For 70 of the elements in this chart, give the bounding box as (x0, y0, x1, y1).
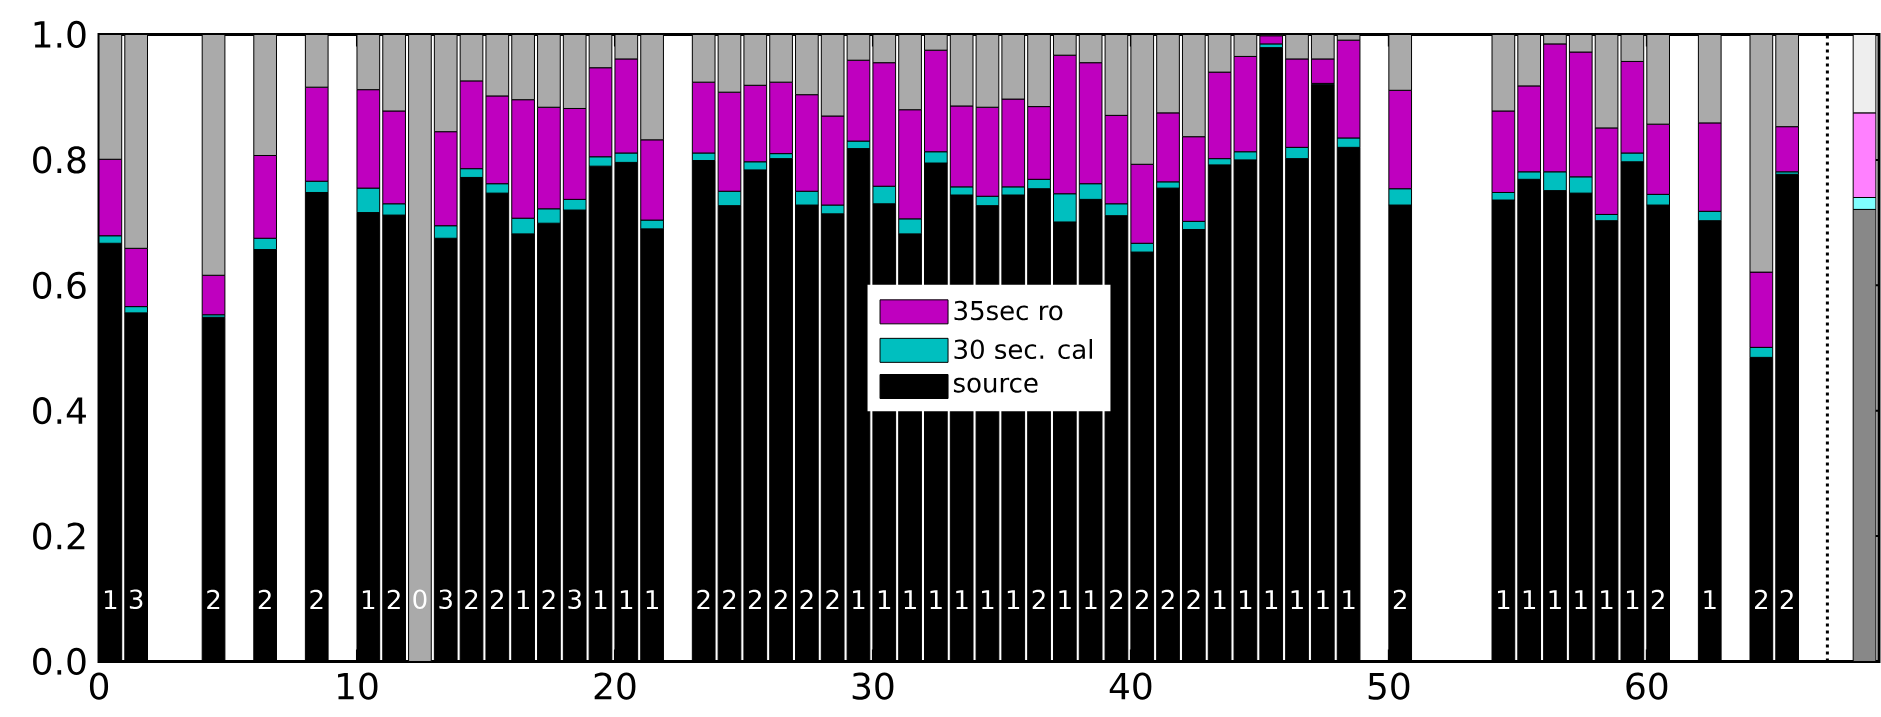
legend-label: 30 sec. cal (954, 338, 1093, 360)
annotation: 2 (1110, 589, 1123, 610)
annotation: 1 (1265, 590, 1278, 610)
annotation: 2 (774, 589, 787, 610)
annotation: 2 (800, 589, 813, 610)
annotation: 1 (1085, 590, 1097, 610)
annotation: 1 (1549, 590, 1561, 610)
annotation: 2 (310, 589, 323, 610)
annotation: 2 (1754, 589, 1767, 610)
x-tick-label: 20 (594, 672, 636, 700)
annotation: 3 (568, 589, 581, 610)
annotation: 1 (1214, 590, 1226, 610)
annotation: 1 (1626, 590, 1639, 610)
annotation: 2 (207, 589, 220, 610)
x-tick-label: 50 (1368, 672, 1410, 700)
annotation: 2 (258, 589, 271, 610)
annotation: 2 (1135, 589, 1148, 610)
annotation: 2 (1161, 589, 1174, 610)
annotation: 2 (697, 589, 710, 610)
annotation: 2 (542, 589, 555, 610)
annotation: 1 (904, 590, 916, 610)
annotation: 2 (748, 589, 761, 610)
annotation: 1 (1291, 590, 1303, 610)
y-tick-label: 1.0 (34, 20, 86, 49)
x-tick-label: 0 (89, 672, 109, 700)
annotation: 1 (646, 590, 658, 610)
annotation: 1 (853, 590, 865, 610)
y-tick-label: 0.8 (33, 146, 86, 174)
annotation: 1 (1497, 590, 1510, 610)
annotation: 1 (982, 590, 994, 610)
annotation: 1 (517, 590, 529, 610)
x-tick-label: 40 (1109, 672, 1152, 700)
annotation: 1 (1317, 590, 1329, 610)
x-tick-label: 60 (1626, 672, 1668, 700)
annotation: 1 (104, 590, 117, 610)
y-tick-label: 0.0 (33, 647, 86, 676)
legend-label: 35sec ro (954, 300, 1063, 321)
annotation: 1 (1343, 590, 1355, 610)
annotation: 1 (930, 590, 942, 610)
annotation: 1 (956, 590, 968, 610)
annotation: 2 (387, 589, 400, 610)
annotation: 1 (362, 590, 375, 610)
annotation: 1 (1523, 590, 1536, 610)
annotation: 2 (1393, 589, 1406, 610)
annotation: 2 (826, 589, 839, 610)
annotation: 1 (1240, 590, 1252, 610)
x-tick-label: 30 (852, 672, 894, 700)
annotation: 3 (129, 589, 143, 610)
annotation: 1 (1575, 590, 1587, 610)
legend-label: source (953, 377, 1038, 393)
y-tick-label: 0.4 (33, 397, 86, 425)
annotation: 2 (1187, 589, 1200, 610)
annotation: 2 (723, 589, 736, 610)
annotation: 2 (490, 589, 503, 610)
y-tick-label: 0.2 (33, 522, 85, 550)
annotation: 1 (1704, 590, 1716, 610)
annotation: 1 (1007, 590, 1020, 610)
annotation: 2 (1651, 589, 1664, 610)
y-tick-label: 0.6 (33, 271, 86, 299)
annotation: 2 (1780, 589, 1793, 610)
x-tick-label: 10 (338, 672, 378, 700)
annotation: 1 (1059, 590, 1071, 610)
annotation: 1 (1601, 590, 1613, 610)
annotation: 1 (878, 590, 891, 610)
annotation: 1 (595, 590, 607, 610)
annotation: 1 (620, 590, 633, 610)
annotation: 2 (1032, 589, 1045, 610)
annotation: 3 (439, 589, 452, 610)
annotation: 0 (413, 589, 427, 610)
annotation: 2 (465, 589, 478, 610)
